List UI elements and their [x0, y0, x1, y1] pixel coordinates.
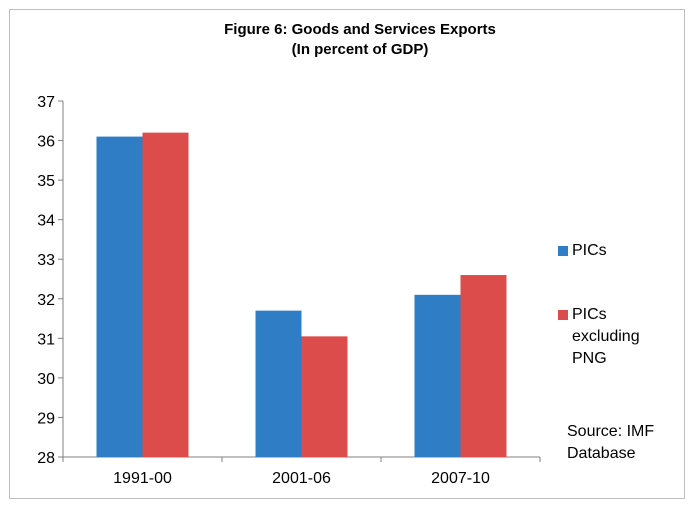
- chart-title-line-2: (In percent of GDP): [291, 41, 429, 58]
- chart-title-line-1: Figure 6: Goods and Services Exports: [224, 21, 496, 38]
- bars: [96, 132, 507, 457]
- x-tick-label: 1991-00: [113, 470, 172, 487]
- y-tick-label: 35: [37, 173, 55, 190]
- y-tick-label: 37: [37, 94, 55, 111]
- y-tick-label: 32: [37, 292, 55, 309]
- bar-pics-excluding-png-1991-00: [142, 132, 189, 457]
- bar-pics-excluding-png-2007-10: [460, 275, 507, 457]
- legend-label-pics-excluding-png: PICs excluding PNG: [572, 306, 640, 367]
- legend-swatch-pics-excluding-png: [558, 310, 568, 320]
- x-tick-label: 2007-10: [431, 470, 490, 487]
- y-tick-label: 31: [37, 331, 55, 348]
- y-tick-label: 36: [37, 134, 55, 151]
- y-tick-label: 28: [37, 450, 55, 467]
- chart-title: Figure 6: Goods and Services Exports (In…: [140, 20, 580, 60]
- x-tick-label: 2001-06: [272, 470, 331, 487]
- legend-label-pics: PICs: [572, 242, 607, 259]
- bar-pics-2007-10: [414, 294, 461, 457]
- tick-labels: 37 36 35 34 33 32 31 30 29 28 1991-00 2001-06 2007-1…: [37, 94, 490, 487]
- legend: PICs PICs excluding PNG: [558, 240, 678, 412]
- y-tick-label: 29: [37, 410, 55, 427]
- bar-pics-1991-00: [96, 136, 143, 457]
- legend-item-pics-excluding-png: PICs excluding PNG: [558, 304, 678, 370]
- bar-pics-2001-06: [255, 310, 302, 457]
- source-note: Source: IMF Database: [567, 423, 655, 462]
- legend-swatch-pics: [558, 246, 568, 256]
- y-tick-label: 30: [37, 371, 55, 388]
- y-tick-label: 34: [37, 213, 55, 230]
- y-tick-label: 33: [37, 252, 55, 269]
- bar-pics-excluding-png-2001-06: [301, 336, 348, 457]
- legend-item-pics: PICs: [558, 240, 678, 262]
